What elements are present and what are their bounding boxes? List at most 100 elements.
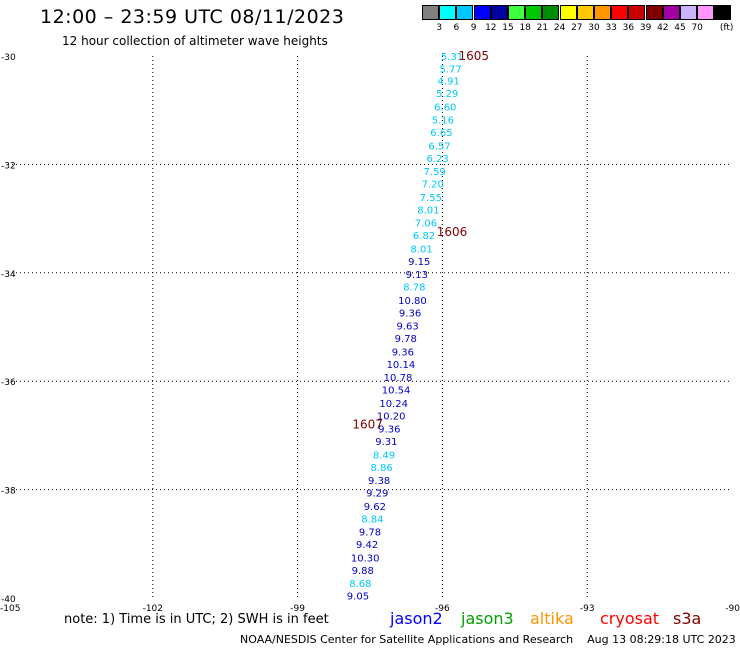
wave-height-value: 9.78 (395, 334, 417, 345)
wave-height-value: 9.05 (347, 591, 369, 602)
wave-height-value: 9.31 (375, 437, 397, 448)
wave-height-value: 10.78 (384, 373, 413, 384)
wave-height-value: 6.57 (428, 141, 450, 152)
wave-height-value: 10.20 (377, 411, 406, 422)
satellite-track: 5.315.774.91 5.29 6.60 5.16 6.65 6.57 6.23 7.59… (347, 49, 489, 602)
chart-title: 12:00 – 23:59 UTC 08/11/2023 (40, 6, 345, 28)
satellite-s3a: s3a (673, 609, 702, 628)
wave-height-value: 7.06 (415, 218, 437, 229)
wave-height-value: 7.20 (422, 179, 444, 190)
chart-subtitle: 12 hour collection of altimeter wave hei… (62, 34, 328, 48)
wave-height-value: 9.15 (408, 257, 430, 268)
wave-height-value: 8.68 (349, 579, 371, 590)
lon-tick-label: -99 (290, 604, 305, 614)
lat-tick-label: -38 (1, 487, 16, 497)
wave-height-value: 9.78 (359, 527, 381, 538)
lon-tick-label: -93 (580, 604, 595, 614)
satellite-cryosat: cryosat (600, 609, 660, 628)
legend-swatch (662, 5, 680, 20)
wave-height-value: 8.01 (417, 205, 439, 216)
legend-label: 39 (639, 23, 652, 33)
credit-text: NOAA/NESDIS Center for Satellite Applica… (240, 633, 574, 646)
wave-height-value: 9.36 (392, 347, 414, 358)
legend-units: (ft) (719, 23, 734, 33)
wave-height-value: 7.59 (424, 167, 446, 178)
wave-height-value: 9.63 (397, 321, 419, 332)
legend-label: 30 (588, 23, 600, 33)
legend-swatch (439, 5, 457, 20)
wave-height-value: 9.13 (406, 270, 428, 281)
legend-label: 21 (536, 23, 549, 33)
legend-swatch (473, 5, 491, 20)
legend-label: 27 (571, 23, 583, 33)
lat-tick-label: -32 (1, 161, 16, 171)
legend-swatch (628, 5, 646, 20)
legend-label: 42 (657, 23, 669, 33)
legend-swatch (611, 5, 629, 20)
legend-swatch (422, 5, 439, 20)
legend-label: 6 (453, 23, 460, 33)
legend-label: 12 (485, 23, 497, 33)
legend-label: 45 (674, 23, 686, 33)
legend-swatch (680, 5, 697, 20)
wave-height-value: 9.42 (356, 540, 378, 551)
lon-tick-label: -105 (0, 604, 20, 614)
legend-swatch (714, 5, 732, 20)
satellite-jason2: jason2 (390, 609, 443, 628)
wave-height-value: 10.14 (387, 360, 416, 371)
legend-label: 33 (605, 23, 617, 33)
hour-label: 1605 (458, 49, 489, 63)
legend-label: 9 (470, 23, 477, 33)
lat-tick-label: -40 (1, 595, 16, 605)
map-grid (8, 56, 732, 598)
wave-height-value: 6.23 (426, 154, 448, 165)
wave-height-value: 8.49 (373, 450, 395, 461)
legend-label: 15 (502, 23, 514, 33)
wave-height-value: 9.38 (368, 476, 390, 487)
legend-label: 70 (691, 23, 703, 33)
wave-height-value: 6.60 (434, 102, 456, 113)
lat-tick-label: -36 (1, 378, 16, 388)
lon-tick-label: -90 (725, 604, 740, 614)
wave-height-value: 10.80 (398, 296, 427, 307)
lat-tick-label: -34 (1, 270, 16, 280)
axis-tick-labels: -105 -102 -99 -96 -93 -90 -30 -32 -34 -36 -38 -40 (0, 53, 740, 614)
lon-tick-label: -96 (435, 604, 450, 614)
wave-height-value: 9.29 (366, 488, 388, 499)
legend-swatch (525, 5, 543, 20)
legend-swatch (697, 5, 715, 20)
satellite-jason3: jason3 (461, 609, 514, 628)
wave-height-value: 8.86 (370, 463, 392, 474)
satellite-altika: altika (530, 609, 574, 628)
wave-height-value: 8.84 (361, 514, 383, 525)
wave-height-value: 9.36 (399, 308, 421, 319)
legend-swatch (645, 5, 663, 20)
legend-swatch (542, 5, 560, 20)
legend-label: 3 (436, 23, 443, 33)
wave-height-value: 9.62 (364, 502, 386, 513)
wave-height-value: 10.24 (379, 399, 408, 410)
legend-label: 24 (553, 23, 566, 33)
legend-swatch (559, 5, 577, 20)
hour-label: 1607 (352, 418, 383, 432)
legend-swatch (576, 5, 594, 20)
hour-label: 1606 (437, 225, 468, 239)
wave-height-value: 7.55 (420, 193, 442, 204)
legend-swatch (456, 5, 474, 20)
wave-height-value: 9.88 (352, 566, 374, 577)
wave-height-value: 9.36 (378, 424, 400, 435)
wave-height-value: 6.65 (430, 128, 452, 139)
wave-height-value: 4.91 (438, 76, 460, 87)
legend-label: 36 (622, 23, 635, 33)
wave-height-value: 8.78 (403, 282, 425, 293)
wave-height-value: 5.29 (436, 89, 458, 100)
wave-height-value: 5.16 (432, 115, 454, 126)
lat-tick-label: -30 (1, 53, 16, 63)
generated-timestamp: Aug 13 08:29:18 UTC 2023 (587, 633, 736, 646)
units-note: note: 1) Time is in UTC; 2) SWH is in fe… (64, 612, 329, 627)
legend-label: 18 (519, 23, 531, 33)
wave-height-value: 10.30 (351, 553, 380, 564)
wave-height-value: 8.01 (411, 244, 433, 255)
credit-line: NOAA/NESDIS Center for Satellite Applica… (240, 633, 736, 646)
